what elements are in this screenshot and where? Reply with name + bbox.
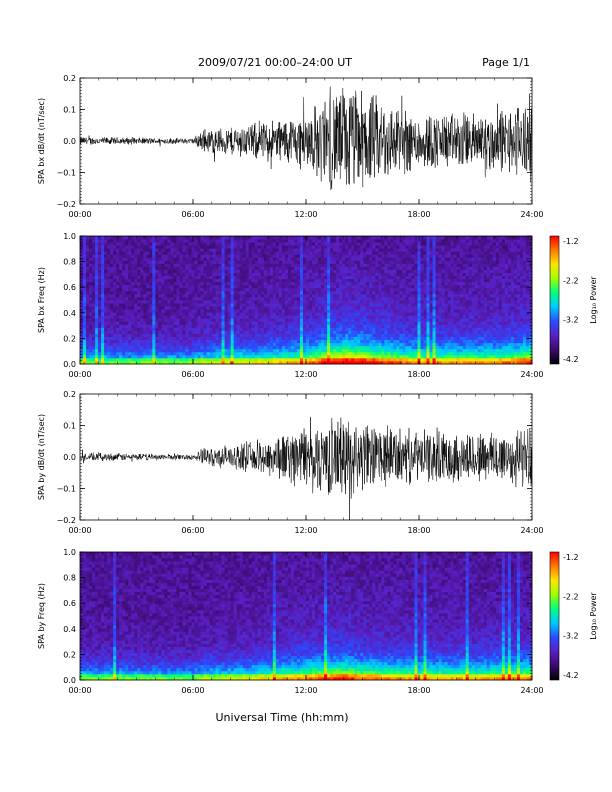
y-tick-label: 1.0 xyxy=(63,232,76,241)
x-tick-label: 12:00 xyxy=(294,210,317,219)
colorbar-tick-label: -3.2 xyxy=(563,632,579,641)
y-tick-label: −0.1 xyxy=(57,169,76,178)
x-tick-label: 06:00 xyxy=(181,210,204,219)
waveform-trace xyxy=(79,417,533,521)
y-tick-label: −0.2 xyxy=(57,200,76,209)
spectrogram-cells xyxy=(80,552,533,681)
y-tick-label: 0.0 xyxy=(63,137,76,146)
y-tick-label: 0.0 xyxy=(63,453,76,462)
y-tick-label: 0.0 xyxy=(63,676,76,685)
y-tick-label: 0.2 xyxy=(63,334,76,343)
colorbar-tick-label: -3.2 xyxy=(563,316,579,325)
y-tick-label: 0.8 xyxy=(63,258,76,267)
colorbar-tick-label: -2.2 xyxy=(563,592,579,601)
y-tick-label: 0.2 xyxy=(63,650,76,659)
x-tick-label: 24:00 xyxy=(520,370,543,379)
y-tick-label: −0.1 xyxy=(57,485,76,494)
colorbar-tick-label: -1.2 xyxy=(563,237,579,246)
colorbar xyxy=(549,235,560,365)
y-tick-label: 0.8 xyxy=(63,574,76,583)
panels-group: 0.20.10.0−0.1−0.200:00 06:00 12:00 18:00 24:… xyxy=(37,74,598,695)
x-tick-label: 18:00 xyxy=(407,526,430,535)
waveform-trace xyxy=(79,86,533,190)
y-tick-label: 0.1 xyxy=(63,106,76,115)
x-tick-label: 24:00 xyxy=(520,210,543,219)
y-tick-label: 0.4 xyxy=(63,625,76,634)
colorbar-tick-label: -4.2 xyxy=(563,671,579,680)
x-tick-label: 12:00 xyxy=(294,686,317,695)
x-tick-label: 00:00 xyxy=(68,526,91,535)
y-tick-label: 0.4 xyxy=(63,309,76,318)
y-tick-label: 1.0 xyxy=(63,548,76,557)
y-tick-label: 0.6 xyxy=(63,283,76,292)
y-tick-label: 0.0 xyxy=(63,360,76,369)
panel-2: -1.2 -2.2 -3.2 -4.2 Log₁₀ Power 1.0 0.8 0.6 0.4 0… xyxy=(37,232,598,379)
y-tick-label: 0.2 xyxy=(63,390,76,399)
y-tick-label: 0.6 xyxy=(63,599,76,608)
y-axis-label: SPA by Freq (Hz) xyxy=(37,583,46,649)
x-tick-label: 06:00 xyxy=(181,526,204,535)
x-tick-label: 00:00 xyxy=(68,686,91,695)
colorbar-tick-label: -2.2 xyxy=(563,276,579,285)
panel-3: 0.2 0.1 0.0 −0.1 −0.200:00 06:00 12:00 18:00 24:… xyxy=(37,390,544,535)
x-tick-label: 18:00 xyxy=(407,370,430,379)
y-axis-label: SPA bx Freq (Hz) xyxy=(37,267,46,333)
x-tick-label: 24:00 xyxy=(520,526,543,535)
panel-4: -1.2 -2.2 -3.2 -4.2 Log₁₀ Power 1.0 0.8 0.6 0.4 0… xyxy=(37,548,598,695)
x-tick-label: 06:00 xyxy=(181,686,204,695)
panel-1: 0.2 0.1 0.0 −0.1 −0.200:00 06:00 12:00 18:00 24:… xyxy=(37,74,544,219)
page-number: Page 1/1 xyxy=(482,56,530,69)
y-tick-label: 0.2 xyxy=(63,74,76,83)
colorbar-tick-label: -1.2 xyxy=(563,553,579,562)
x-tick-label: 18:00 xyxy=(407,210,430,219)
colorbar-tick-label: -4.2 xyxy=(563,355,579,364)
y-axis-label: SPA bx dB/dt (nT/sec) xyxy=(37,98,46,184)
y-tick-label: −0.2 xyxy=(57,516,76,525)
y-axis-label: SPA by dB/dt (nT/sec) xyxy=(37,414,46,500)
x-tick-label: 06:00 xyxy=(181,370,204,379)
x-tick-label: 00:00 xyxy=(68,370,91,379)
y-tick-label: 0.1 xyxy=(63,422,76,431)
page-title: 2009/07/21 00:00–24:00 UT xyxy=(198,56,352,69)
x-tick-label: 00:00 xyxy=(68,210,91,219)
x-tick-label: 18:00 xyxy=(407,686,430,695)
spectrogram-cells xyxy=(80,236,533,365)
x-axis-title: Universal Time (hh:mm) xyxy=(216,711,349,724)
colorbar-label: Log₁₀ Power xyxy=(589,592,598,640)
colorbar-label: Log₁₀ Power xyxy=(589,276,598,324)
x-tick-label: 12:00 xyxy=(294,370,317,379)
x-tick-label: 12:00 xyxy=(294,526,317,535)
colorbar xyxy=(549,551,560,681)
x-tick-label: 24:00 xyxy=(520,686,543,695)
